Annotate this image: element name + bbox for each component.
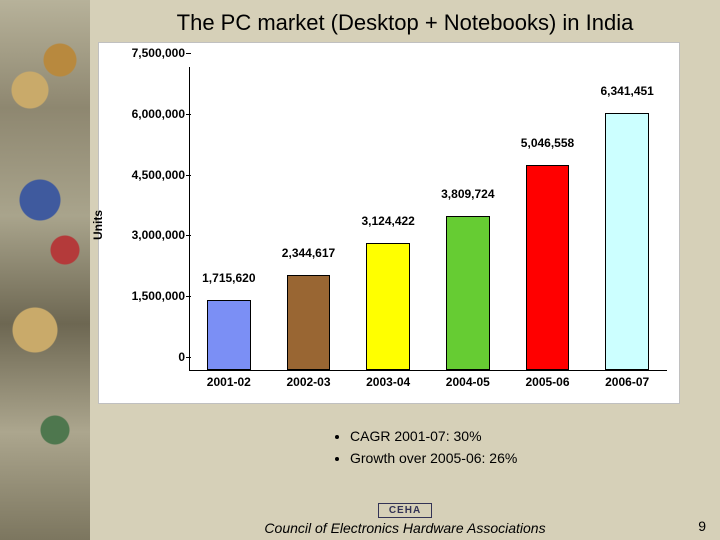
x-axis-line — [189, 370, 667, 371]
bar — [446, 216, 490, 370]
bar — [207, 300, 251, 370]
category-label: 2005-06 — [525, 375, 569, 389]
y-tick-label: 4,500,000 — [109, 168, 185, 182]
footer-logo: CEHA — [378, 503, 432, 518]
bar-value-label: 3,124,422 — [361, 214, 414, 228]
category-label: 2003-04 — [366, 375, 410, 389]
bullet-item: CAGR 2001-07: 30% — [350, 428, 720, 444]
bar — [366, 243, 410, 370]
bar-chart: Units 01,500,0003,000,0004,500,0006,000,… — [98, 42, 680, 404]
bar-value-label: 2,344,617 — [282, 246, 335, 260]
category-label: 2002-03 — [286, 375, 330, 389]
category-label: 2001-02 — [207, 375, 251, 389]
category-label: 2006-07 — [605, 375, 649, 389]
bar-value-label: 6,341,451 — [600, 84, 653, 98]
slide-content: The PC market (Desktop + Notebooks) in I… — [90, 0, 720, 540]
bar — [526, 165, 570, 370]
bar — [605, 113, 649, 370]
slide-title: The PC market (Desktop + Notebooks) in I… — [90, 10, 720, 36]
bar — [287, 275, 331, 370]
bar-value-label: 3,809,724 — [441, 187, 494, 201]
bar-value-label: 5,046,558 — [521, 136, 574, 150]
category-label: 2004-05 — [446, 375, 490, 389]
summary-bullets: CAGR 2001-07: 30% Growth over 2005-06: 2… — [310, 422, 720, 472]
y-axis-label: Units — [91, 210, 105, 240]
decorative-left-strip — [0, 0, 90, 540]
y-tick-label: 3,000,000 — [109, 228, 185, 242]
bullet-item: Growth over 2005-06: 26% — [350, 450, 720, 466]
chart-plot-area: 01,500,0003,000,0004,500,0006,000,0007,5… — [189, 67, 667, 371]
bar-value-label: 1,715,620 — [202, 271, 255, 285]
footer: CEHA Council of Electronics Hardware Ass… — [90, 503, 720, 536]
y-tick-label: 6,000,000 — [109, 107, 185, 121]
y-tick-label: 7,500,000 — [109, 46, 185, 60]
footer-text: Council of Electronics Hardware Associat… — [264, 520, 545, 536]
page-number: 9 — [698, 518, 706, 534]
y-axis-line — [189, 67, 190, 371]
y-tick-label: 0 — [109, 350, 185, 364]
y-tick-label: 1,500,000 — [109, 289, 185, 303]
